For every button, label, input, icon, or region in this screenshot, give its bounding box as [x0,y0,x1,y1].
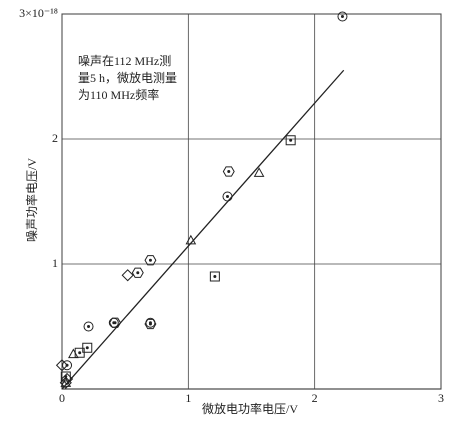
marker [144,255,157,266]
marker [222,166,235,177]
marker [253,167,265,177]
marker [121,269,134,282]
x-tick-label: 3 [438,391,444,405]
fit-line [61,69,345,390]
annotation: 为110 MHz频率 [78,87,159,102]
marker [60,372,74,386]
x-tick-label: 2 [312,391,318,405]
marker [285,135,296,146]
marker [55,359,69,372]
x-tick-label: 1 [185,391,191,405]
marker [74,347,85,358]
y-axis-label: 噪声功率电压/V [24,158,39,242]
marker [209,271,220,282]
marker [222,191,233,202]
marker [109,317,122,328]
annotation: 噪声在112 MHz测 [78,54,171,68]
annotation: 量5 h，微放电测量 [78,70,177,85]
y-tick-label: 1 [52,256,58,270]
x-axis-label: 微放电功率电压/V [202,401,298,416]
y-tick-label: 2 [52,131,58,145]
marker [337,11,348,22]
marker [144,318,157,330]
marker [131,267,144,278]
marker [83,321,94,332]
x-tick-label: 0 [59,391,65,405]
marker [68,348,79,359]
y-tick-label: 3×10⁻¹⁸ [19,6,58,20]
